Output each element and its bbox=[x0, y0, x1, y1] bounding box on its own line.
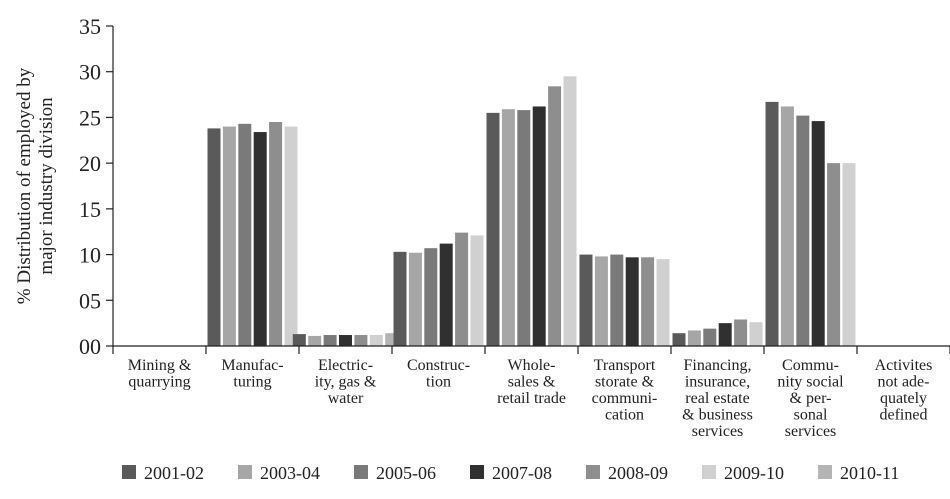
y-tick-label: 15 bbox=[79, 197, 101, 222]
legend-label: 2003-04 bbox=[260, 463, 320, 483]
legend-swatch bbox=[354, 465, 368, 479]
bar bbox=[563, 76, 577, 347]
bar bbox=[439, 243, 453, 346]
y-axis-label-line: % Distribution of employed by bbox=[14, 67, 35, 304]
bar bbox=[765, 101, 779, 346]
y-tick-label: 30 bbox=[79, 60, 101, 85]
bar bbox=[579, 254, 593, 346]
x-category-label: Mining & quarrying bbox=[128, 357, 192, 391]
bar bbox=[532, 106, 546, 346]
bar bbox=[610, 254, 624, 346]
bar bbox=[269, 122, 283, 346]
bar bbox=[486, 112, 500, 346]
bar bbox=[253, 132, 267, 346]
y-axis-label: % Distribution of employed by major indus… bbox=[14, 67, 57, 304]
legend-label: 2008-09 bbox=[608, 463, 668, 483]
bar bbox=[408, 252, 422, 346]
bar bbox=[207, 128, 221, 346]
legend-swatch bbox=[586, 465, 600, 479]
x-category-label: Whole-sales & retail trade bbox=[497, 357, 566, 407]
bar bbox=[687, 330, 701, 346]
legend-swatch bbox=[818, 465, 832, 479]
y-tick-label: 05 bbox=[79, 288, 101, 313]
bar bbox=[718, 323, 732, 346]
y-tick-label: 20 bbox=[79, 151, 101, 176]
y-tick-label: 10 bbox=[79, 243, 101, 268]
bar bbox=[827, 163, 841, 346]
bar bbox=[308, 335, 322, 346]
bar bbox=[641, 257, 655, 346]
bar bbox=[292, 334, 306, 346]
bar bbox=[424, 248, 438, 346]
bar bbox=[703, 328, 717, 346]
bar bbox=[548, 86, 562, 346]
bar bbox=[625, 257, 639, 346]
bar bbox=[594, 256, 608, 346]
bar bbox=[780, 106, 794, 346]
legend: 2001-02 2003-04 2005-06 2007-08 2008-09 2009-… bbox=[122, 463, 899, 483]
legend-label: 2007-08 bbox=[492, 463, 552, 483]
legend-label: 2010-11 bbox=[840, 463, 899, 483]
bar bbox=[354, 335, 368, 346]
bar bbox=[284, 126, 298, 346]
bar bbox=[734, 319, 748, 346]
legend-swatch bbox=[470, 465, 484, 479]
bar bbox=[238, 123, 252, 346]
bar bbox=[842, 163, 856, 346]
y-axis-label-line: major industry division bbox=[36, 97, 57, 275]
bar bbox=[470, 235, 484, 346]
y-tick-label: 25 bbox=[79, 105, 101, 130]
bar bbox=[656, 259, 670, 346]
bar bbox=[517, 110, 531, 346]
x-category-label: Transport storate & communi-cation bbox=[592, 357, 658, 424]
x-axis: Mining & quarrying Manufac-turing Electric-… bbox=[112, 345, 950, 440]
bar bbox=[672, 333, 686, 346]
bar bbox=[369, 335, 383, 346]
legend-label: 2005-06 bbox=[376, 463, 436, 483]
bar bbox=[222, 126, 236, 346]
x-category-label: Construc-tion bbox=[407, 357, 470, 391]
y-tick-label: 35 bbox=[79, 14, 101, 39]
y-axis: 35 30 25 20 15 10 05 00 bbox=[79, 14, 114, 359]
legend-label: 2009-10 bbox=[724, 463, 784, 483]
legend-swatch bbox=[702, 465, 716, 479]
bar bbox=[393, 251, 407, 346]
bar bbox=[796, 115, 810, 346]
x-category-label: Manufac-turing bbox=[221, 357, 283, 391]
bar bbox=[749, 322, 763, 346]
legend-swatch bbox=[122, 465, 136, 479]
x-category-label: Financing, insurance, real estate & busines… bbox=[682, 357, 753, 440]
bar bbox=[455, 232, 469, 346]
bar bbox=[339, 335, 352, 346]
bar bbox=[323, 335, 337, 346]
bar bbox=[501, 109, 515, 346]
legend-label: 2001-02 bbox=[144, 463, 204, 483]
x-category-label: Commu-nity social & per-sonal services bbox=[777, 357, 844, 440]
bars bbox=[207, 76, 856, 347]
x-category-label: Electric-ity, gas & water bbox=[315, 357, 377, 407]
bar bbox=[811, 121, 825, 346]
legend-swatch bbox=[238, 465, 252, 479]
x-category-label: Activites not ade-quately defined bbox=[875, 357, 933, 424]
y-tick-label: 00 bbox=[79, 334, 101, 359]
